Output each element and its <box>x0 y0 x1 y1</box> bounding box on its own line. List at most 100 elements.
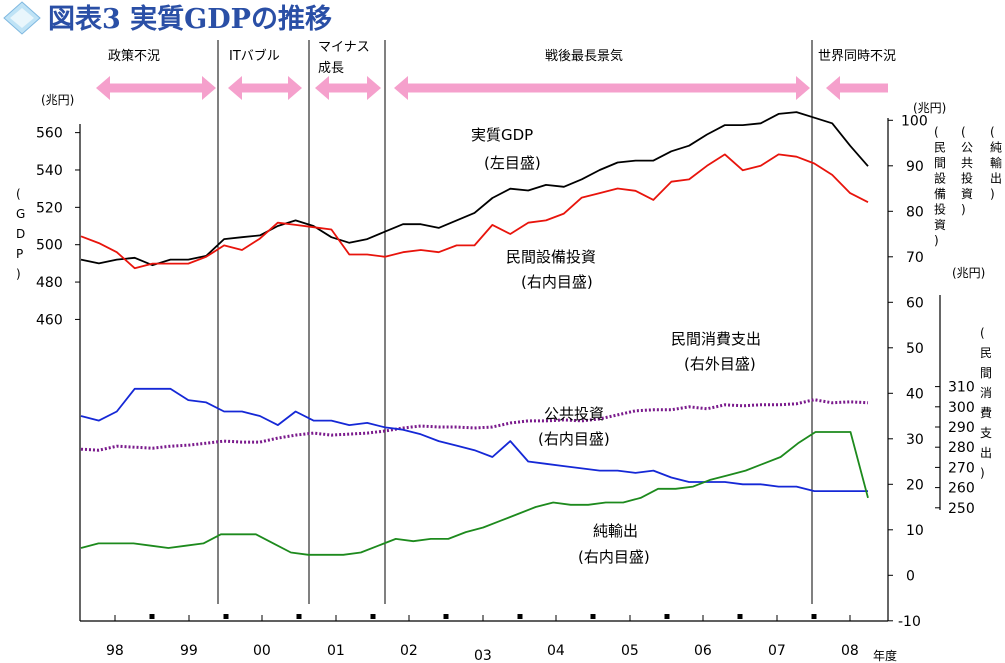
right-inner-axis-label-char: 資 <box>961 187 973 201</box>
right-inner-tick-label: 0 <box>906 568 915 584</box>
right-inner-tick-label: 60 <box>906 295 924 311</box>
era-label: ITバブル <box>229 48 280 64</box>
right-outer-axis-label-char: ( <box>980 326 985 340</box>
right-inner-axis-label-char: 投 <box>961 171 973 186</box>
right-outer-tick-label: 270 <box>948 460 975 476</box>
consumption-axis-note: (右外目盛) <box>684 355 756 373</box>
chart-axes: 460480500520540560(兆円)(GDP)-100102030405… <box>16 40 1002 663</box>
half-year-marker <box>149 614 155 619</box>
x-tick-label: 06 <box>694 643 712 659</box>
right-inner-axis-label-char: 資 <box>934 218 946 232</box>
right-inner-tick-label: 70 <box>906 250 924 266</box>
right-outer-tick-label: 300 <box>948 400 975 416</box>
left-tick-label: 560 <box>36 126 63 142</box>
capex-series-label: 民間設備投資 <box>506 248 596 266</box>
x-tick-label: 05 <box>621 643 639 659</box>
x-tick-label: 08 <box>841 643 859 659</box>
chart-title: 図表3 実質GDPの推移 <box>48 3 332 35</box>
x-tick-label: 02 <box>400 643 418 659</box>
right-inner-axis-label-char: 公 <box>961 141 973 155</box>
half-year-marker <box>517 614 523 619</box>
era-arrow <box>394 76 810 100</box>
left-tick-label: 520 <box>36 200 63 216</box>
right-inner-axis-unit: (兆円) <box>913 101 946 115</box>
right-outer-axis-label-char: 民 <box>980 346 992 360</box>
right-inner-tick-label: 10 <box>906 523 924 539</box>
right-inner-axis-label-char: 出 <box>990 172 1002 186</box>
half-year-marker <box>443 614 449 619</box>
right-inner-axis-label-char: 輸 <box>990 155 1002 170</box>
right-outer-axis-label-char: 間 <box>980 366 992 380</box>
capex-series-line <box>80 153 869 270</box>
right-outer-axis-unit: (兆円) <box>952 266 985 280</box>
era-label: 戦後最長景気 <box>545 48 623 64</box>
right-inner-axis-label-char: ( <box>990 125 995 139</box>
left-axis-label-char: D <box>16 227 25 241</box>
netexports-series-label: 純輸出 <box>593 522 638 540</box>
right-outer-axis-label-char: 費 <box>980 405 992 420</box>
x-tick-label: 03 <box>474 648 492 663</box>
right-inner-tick-label: 80 <box>906 204 924 220</box>
right-outer-axis-label-char: 支 <box>980 426 992 440</box>
right-inner-axis-label-char: 共 <box>961 156 973 170</box>
right-inner-axis-label-char: 備 <box>934 186 946 201</box>
half-year-marker <box>664 614 670 619</box>
x-tick-label: 99 <box>180 643 198 659</box>
public-axis-note: (右内目盛) <box>538 430 610 448</box>
half-year-marker <box>811 614 817 619</box>
right-inner-axis-label-char: 間 <box>934 156 946 170</box>
right-inner-axis-label-char: ) <box>934 234 939 248</box>
left-axis-label-char: P <box>16 247 23 261</box>
right-outer-tick-label: 310 <box>948 380 975 396</box>
right-inner-tick-label: 50 <box>906 341 924 357</box>
capex-axis-note: (右内目盛) <box>521 273 593 291</box>
series-labels: 実質GDP (左目盛) 民間設備投資 (右内目盛) 民間消費支出 (右外目盛) … <box>471 126 761 566</box>
right-inner-tick-label: 30 <box>906 432 924 448</box>
left-axis-label-char: ) <box>16 267 21 281</box>
right-inner-tick-label: 20 <box>906 477 924 493</box>
public-series-line <box>80 387 868 493</box>
x-tick-label: 00 <box>253 643 271 659</box>
netexports-series-line <box>80 431 869 556</box>
half-year-marker <box>223 614 229 619</box>
right-outer-axis-label-char: 消 <box>980 386 992 400</box>
x-tick-label: 07 <box>768 643 786 659</box>
gdp-series-label: 実質GDP <box>471 126 533 144</box>
right-inner-axis-label-char: 純 <box>990 141 1002 155</box>
left-tick-label: 480 <box>36 275 63 291</box>
public-series-label: 公共投資 <box>544 405 604 423</box>
gdp-axis-note: (左目盛) <box>484 154 541 172</box>
era-arrow <box>826 76 888 100</box>
right-inner-tick-label: 100 <box>901 113 928 129</box>
right-inner-axis-label-char: ( <box>961 125 966 139</box>
half-year-marker <box>296 614 302 619</box>
chart-series <box>80 111 869 556</box>
chart-title-group: 図表3 実質GDPの推移 <box>3 1 332 35</box>
left-axis-unit: (兆円) <box>41 93 74 107</box>
right-inner-axis-label-char: ) <box>961 203 966 217</box>
consumption-series-line <box>80 398 869 452</box>
right-outer-axis-label-char: 出 <box>980 446 992 460</box>
half-year-marker <box>737 614 743 619</box>
x-axis-unit-label: 年度 <box>873 648 897 663</box>
gdp-series-line <box>80 111 869 267</box>
era-arrow <box>315 76 381 100</box>
half-year-marker <box>590 614 596 619</box>
right-inner-axis-label-char: 民 <box>934 141 946 155</box>
netexports-axis-note: (右内目盛) <box>578 548 650 566</box>
half-year-marker <box>370 614 376 619</box>
consumption-series-label: 民間消費支出 <box>671 330 761 348</box>
right-inner-tick-label: -10 <box>898 614 921 630</box>
right-outer-tick-label: 250 <box>948 501 975 517</box>
era-label: 政策不況 <box>108 48 160 64</box>
diamond-logo-icon <box>3 1 41 35</box>
era-arrow <box>228 76 302 100</box>
right-inner-tick-label: 40 <box>906 386 924 402</box>
era-arrow <box>96 76 216 100</box>
right-inner-axis-label-char: 投 <box>934 202 946 217</box>
right-inner-axis-label-char: ( <box>934 125 939 139</box>
era-label: 成長 <box>318 61 344 76</box>
era-label: 世界同時不況 <box>818 49 896 64</box>
right-inner-axis-label-char: 設 <box>934 171 946 186</box>
